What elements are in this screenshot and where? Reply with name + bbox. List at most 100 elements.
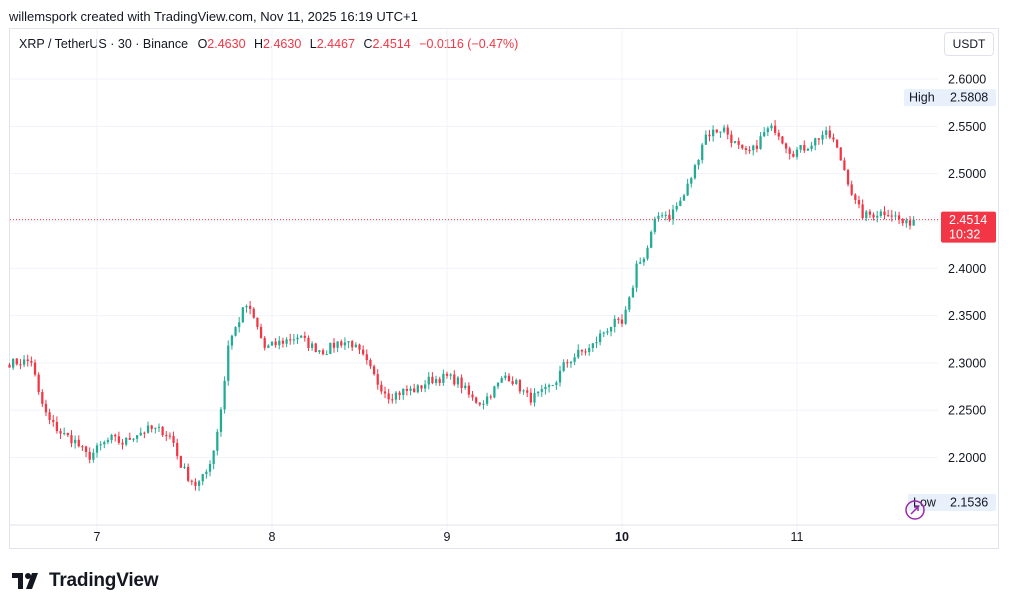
candle-body	[453, 374, 456, 385]
candle-body	[416, 385, 419, 393]
candle-body	[270, 341, 274, 346]
low-value: 2.1536	[950, 496, 988, 510]
candle-body	[675, 205, 678, 210]
candle-body	[48, 412, 51, 420]
candle-body	[132, 438, 135, 440]
candle-body	[238, 322, 241, 328]
candle-body	[482, 403, 485, 405]
candle-body	[726, 127, 729, 135]
open-value: 2.4630	[207, 37, 246, 51]
candle-body	[405, 388, 409, 391]
candle-body	[125, 437, 128, 445]
y-tick-label: 2.2000	[948, 451, 986, 465]
change-value: −0.0116 (−0.47%)	[419, 37, 519, 51]
candle-body	[325, 354, 328, 356]
tradingview-brand[interactable]: TradingView	[12, 570, 159, 592]
candle-body	[806, 148, 810, 151]
candle-body	[278, 340, 281, 346]
candle-body	[66, 433, 69, 436]
y-tick-label: 2.6000	[948, 73, 986, 87]
candle-body	[584, 351, 587, 353]
candle-body	[394, 392, 398, 400]
chart-frame	[9, 28, 999, 549]
candle-body	[245, 305, 248, 308]
candle-body	[628, 297, 631, 310]
candle-body	[835, 139, 839, 148]
candle-body	[828, 130, 831, 138]
candle-body	[504, 375, 507, 379]
candle-body	[690, 178, 693, 184]
currency-button[interactable]: USDT	[944, 32, 994, 56]
candle-body	[33, 362, 37, 375]
candle-body	[832, 137, 835, 140]
candle-body	[544, 386, 547, 390]
candle-body	[817, 138, 821, 140]
candle-body	[620, 319, 624, 324]
high-label: High	[909, 91, 935, 105]
candle-body	[657, 215, 660, 219]
y-tick-label: 2.3500	[948, 309, 986, 323]
candle-body	[52, 419, 55, 422]
candle-body	[84, 446, 88, 452]
candle-body	[303, 335, 306, 338]
y-tick-label: 2.5500	[948, 120, 986, 134]
candle-body	[336, 341, 339, 348]
candle-body	[653, 218, 656, 232]
candle-body	[879, 211, 882, 216]
candle-body	[515, 380, 518, 385]
candle-body	[216, 431, 219, 451]
candle-body	[475, 397, 478, 403]
candle-body	[161, 426, 164, 436]
candle-body	[522, 390, 525, 392]
candle-body	[445, 373, 449, 376]
candle-body	[763, 132, 766, 137]
symbol-name[interactable]: XRP / TetherUS · 30 · Binance	[19, 37, 189, 51]
candle-body	[876, 215, 879, 218]
x-tick-label: 9	[444, 530, 451, 544]
candle-body	[431, 376, 434, 384]
candle-body	[354, 344, 357, 348]
x-tick-label: 10	[615, 530, 629, 544]
candle-body	[755, 145, 759, 149]
candle-body	[259, 326, 263, 338]
candle-body	[70, 435, 73, 444]
candle-body	[128, 437, 131, 440]
candle-body	[602, 332, 605, 334]
low-badge	[908, 494, 996, 511]
candle-body	[212, 450, 215, 465]
candle-body	[854, 194, 857, 201]
candle-body	[908, 220, 912, 226]
candle-body	[391, 399, 394, 401]
candle-body	[857, 200, 861, 205]
candle-body	[617, 318, 620, 320]
candle-body	[205, 471, 208, 475]
candle-body	[887, 215, 890, 217]
last-price-label: 2.4514	[949, 213, 987, 227]
candle-body	[609, 326, 613, 332]
candle-body	[351, 341, 354, 348]
candle-body	[362, 349, 365, 355]
candle-body	[704, 134, 707, 145]
candle-body	[894, 215, 897, 217]
candle-body	[748, 150, 751, 152]
candle-body	[843, 160, 846, 171]
candle-body	[281, 340, 285, 344]
candle-body	[165, 435, 168, 437]
high-badge	[904, 89, 996, 107]
candle-body	[139, 432, 142, 436]
candle-body	[606, 331, 609, 333]
low-value: 2.4467	[316, 37, 355, 51]
candle-body	[343, 342, 347, 346]
candle-body	[157, 426, 161, 428]
candle-body	[413, 388, 416, 393]
candle-body	[551, 385, 554, 387]
candle-body	[248, 305, 252, 309]
low-label: L	[309, 37, 317, 51]
candle-body	[103, 442, 106, 445]
candle-body	[803, 144, 806, 151]
candle-body	[485, 396, 489, 404]
candle-body	[106, 440, 110, 443]
candle-body	[402, 388, 405, 396]
candle-body	[12, 358, 15, 368]
